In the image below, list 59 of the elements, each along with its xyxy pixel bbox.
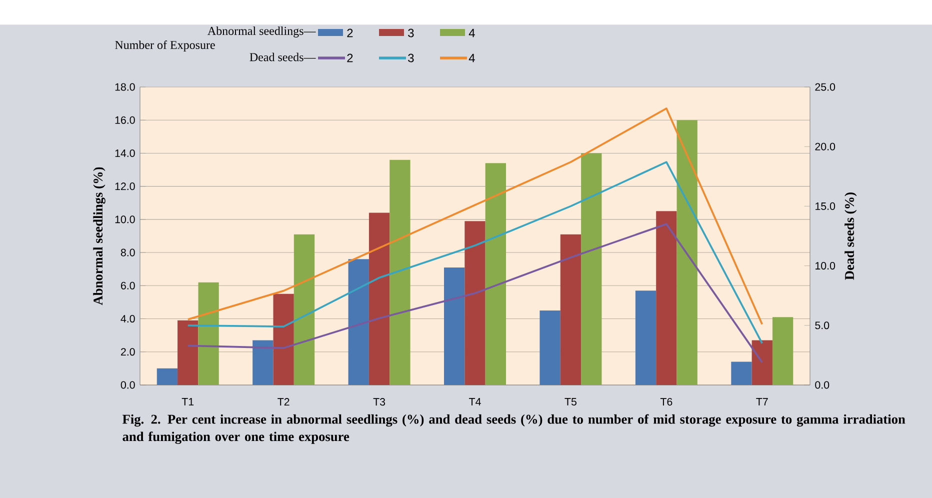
bar xyxy=(560,234,582,385)
bar xyxy=(368,212,390,385)
bar xyxy=(485,163,506,385)
y-tick-label: 12.0 xyxy=(115,182,135,190)
bar xyxy=(252,340,274,385)
bar xyxy=(540,310,560,385)
text: Abnormal seedlings— xyxy=(208,26,316,38)
y-tick-label: 0.0 xyxy=(120,381,135,389)
y2-tick-label: 5.0 xyxy=(815,322,830,330)
bar xyxy=(348,259,369,385)
text: Dead seeds— xyxy=(250,52,316,62)
y-axis-title: Abnormal seedlings (%) xyxy=(93,167,106,306)
x-tick-label: T1 xyxy=(182,398,194,406)
x-tick-label: T4 xyxy=(469,398,481,406)
y-tick-label: 8.0 xyxy=(120,248,135,256)
legend-label: 3 xyxy=(408,28,414,38)
legend-label: 2 xyxy=(347,28,353,38)
y2-tick-label: 10.0 xyxy=(816,262,836,270)
line-series xyxy=(186,161,764,344)
legend-label: 2 xyxy=(347,54,353,62)
y2-tick-label: 15.0 xyxy=(816,202,836,210)
bar xyxy=(464,221,486,385)
legend-label: 4 xyxy=(468,54,475,62)
x-tick-label: T2 xyxy=(278,398,290,406)
y-tick-label: 16.0 xyxy=(115,116,135,124)
caption: Fig. 2. Per cent increase in abnormal seedlings (%) and dead seeds (%) due to number of mid storage exposure to gamma irradiation and fumigation over one time exposure xyxy=(122,414,906,444)
line-series xyxy=(186,223,764,364)
x-tick-label: T6 xyxy=(660,398,672,406)
legend-label: 3 xyxy=(408,54,414,62)
y-tick-label: 4.0 xyxy=(120,314,135,323)
bar xyxy=(444,267,465,385)
bar xyxy=(752,340,772,385)
bar xyxy=(676,120,698,385)
x-tick-label: T7 xyxy=(756,398,768,406)
bar xyxy=(294,234,315,385)
y2-axis-title: Dead seeds (%) xyxy=(844,192,857,280)
legend-title: Number of Exposure xyxy=(115,40,215,52)
legend-label: 4 xyxy=(468,28,475,38)
bar xyxy=(156,368,178,385)
bar xyxy=(390,160,410,385)
y2-tick-label: 25.0 xyxy=(815,83,836,91)
bar xyxy=(656,211,677,385)
y-tick-label: 6.0 xyxy=(121,282,135,290)
y-tick-label: 2.0 xyxy=(121,348,135,356)
bar xyxy=(731,362,752,385)
bar xyxy=(273,294,294,385)
bar xyxy=(178,320,198,385)
bar xyxy=(198,282,219,385)
bar xyxy=(581,153,602,385)
line-series xyxy=(186,108,764,326)
y-tick-label: 10.0 xyxy=(115,216,135,224)
y2-tick-label: 0.0 xyxy=(815,381,830,389)
x-tick-label: T3 xyxy=(373,398,386,406)
y2-tick-label: 20.0 xyxy=(815,142,836,150)
y-tick-label: 14.0 xyxy=(115,149,135,157)
bar xyxy=(635,290,656,385)
x-tick-label: T5 xyxy=(564,398,576,406)
bar xyxy=(772,317,794,385)
y-tick-label: 18.0 xyxy=(115,83,135,91)
